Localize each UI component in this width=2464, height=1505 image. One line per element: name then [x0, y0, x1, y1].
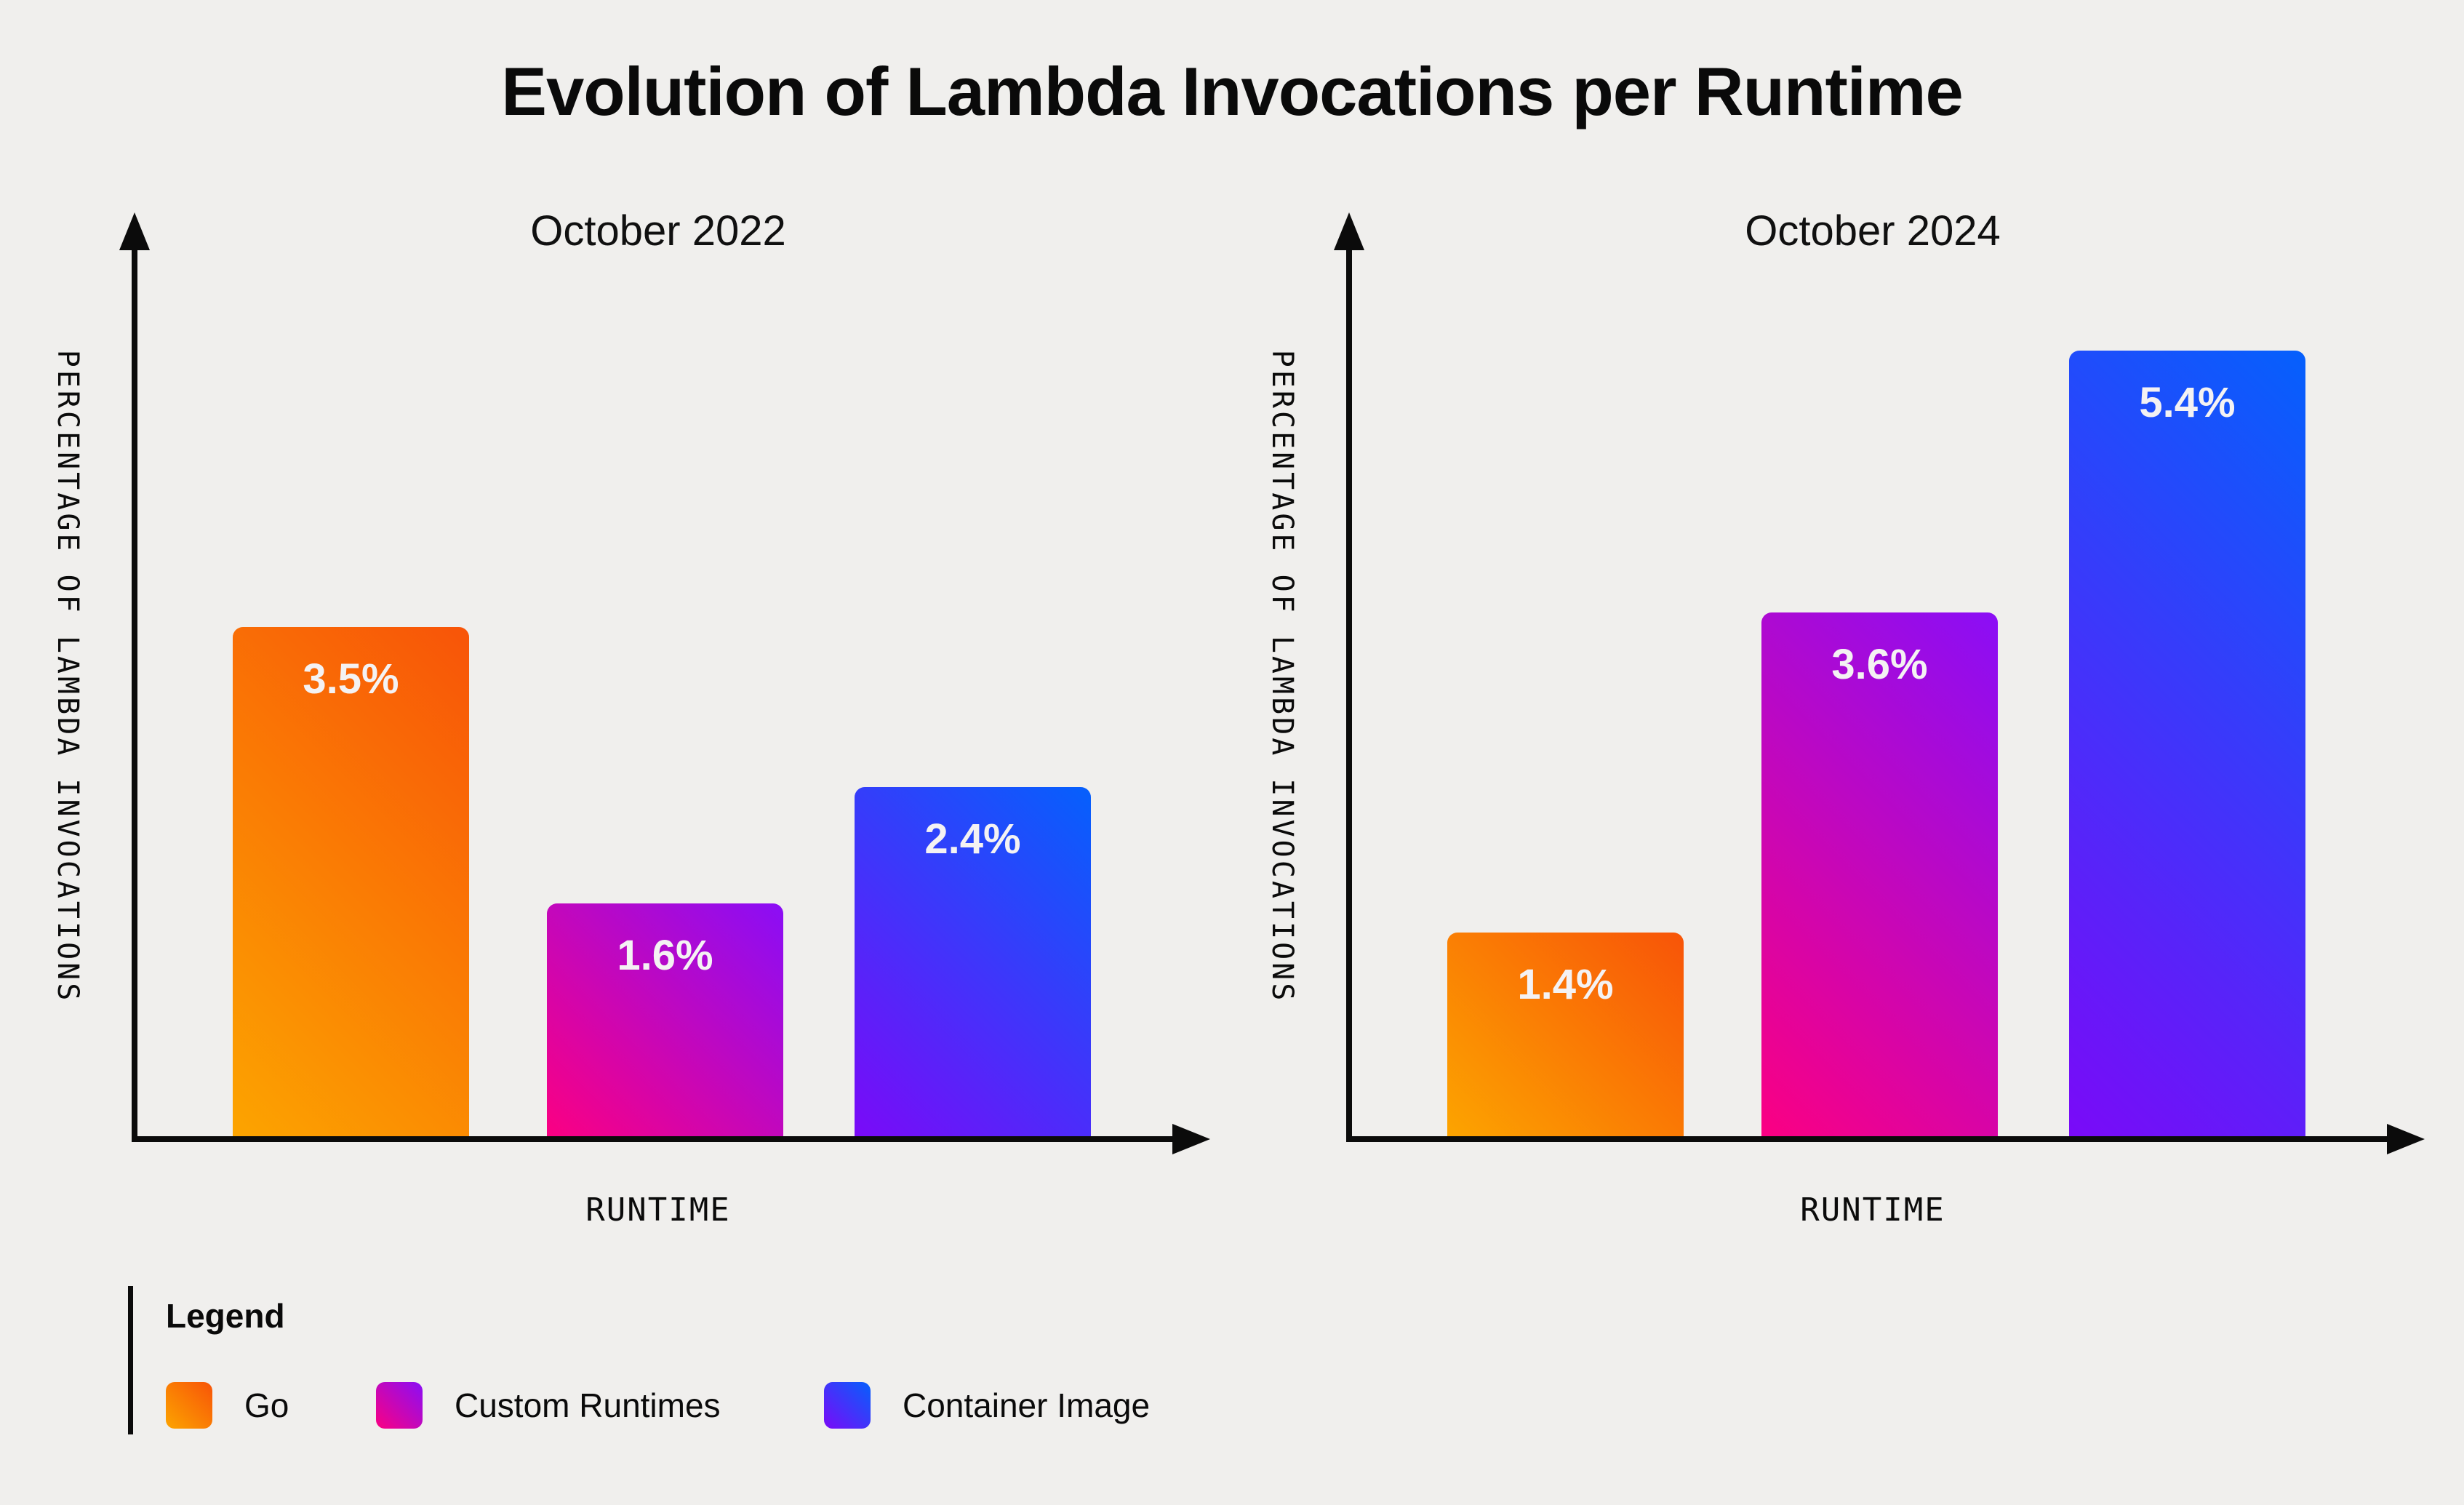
bar-value-label: 5.4%	[2139, 379, 2236, 426]
bar-go: 3.5%	[233, 627, 469, 1136]
legend-label: Container Image	[903, 1386, 1151, 1424]
legend-label: Go	[244, 1386, 289, 1424]
y-axis-arrow-icon	[119, 212, 150, 250]
legend-divider-line	[128, 1286, 133, 1434]
legend-swatch-custom-runtimes	[376, 1382, 423, 1429]
bar-value-label: 3.6%	[1831, 641, 1928, 688]
bar-container-image: 2.4%	[855, 787, 1091, 1136]
bar-custom-runtimes: 1.6%	[547, 903, 783, 1136]
x-axis-label: RUNTIME	[1800, 1191, 1945, 1229]
legend-item-container-image: Container Image	[824, 1382, 1150, 1429]
x-axis-label: RUNTIME	[585, 1191, 731, 1229]
bar-custom-runtimes: 3.6%	[1761, 612, 1998, 1136]
y-axis-arrow-icon	[1334, 212, 1364, 250]
x-axis-arrow-icon	[1172, 1124, 1210, 1154]
legend-swatch-go	[166, 1382, 212, 1429]
x-axis-line	[1346, 1136, 2389, 1142]
y-axis-line	[132, 246, 137, 1139]
bar-value-label: 2.4%	[924, 815, 1021, 863]
bar-value-label: 1.6%	[617, 932, 713, 979]
bar-value-label: 3.5%	[303, 655, 399, 703]
chart-subtitle: October 2024	[1745, 207, 2001, 255]
legend-swatch-container-image	[824, 1382, 871, 1429]
legend-title: Legend	[166, 1297, 285, 1335]
bar-container-image: 5.4%	[2069, 351, 2305, 1136]
y-axis-label: PERCENTAGE OF LAMBDA INVOCATIONS	[51, 349, 84, 1004]
legend-item-custom-runtimes: Custom Runtimes	[376, 1382, 721, 1429]
y-axis-label: PERCENTAGE OF LAMBDA INVOCATIONS	[1265, 349, 1299, 1004]
chart-subtitle: October 2022	[530, 207, 786, 255]
y-axis-line	[1346, 246, 1352, 1139]
bar-go: 1.4%	[1447, 933, 1684, 1136]
legend-label: Custom Runtimes	[455, 1386, 721, 1424]
plot-area: 3.5% 1.6% 2.4%	[135, 0, 1182, 1136]
page-title: Evolution of Lambda Invocations per Runt…	[501, 53, 1964, 129]
bar-value-label: 1.4%	[1517, 961, 1614, 1008]
plot-area: 1.4% 3.6% 5.4%	[1349, 0, 2396, 1136]
x-axis-line	[132, 1136, 1175, 1142]
legend-item-go: Go	[166, 1382, 289, 1429]
x-axis-arrow-icon	[2387, 1124, 2425, 1154]
